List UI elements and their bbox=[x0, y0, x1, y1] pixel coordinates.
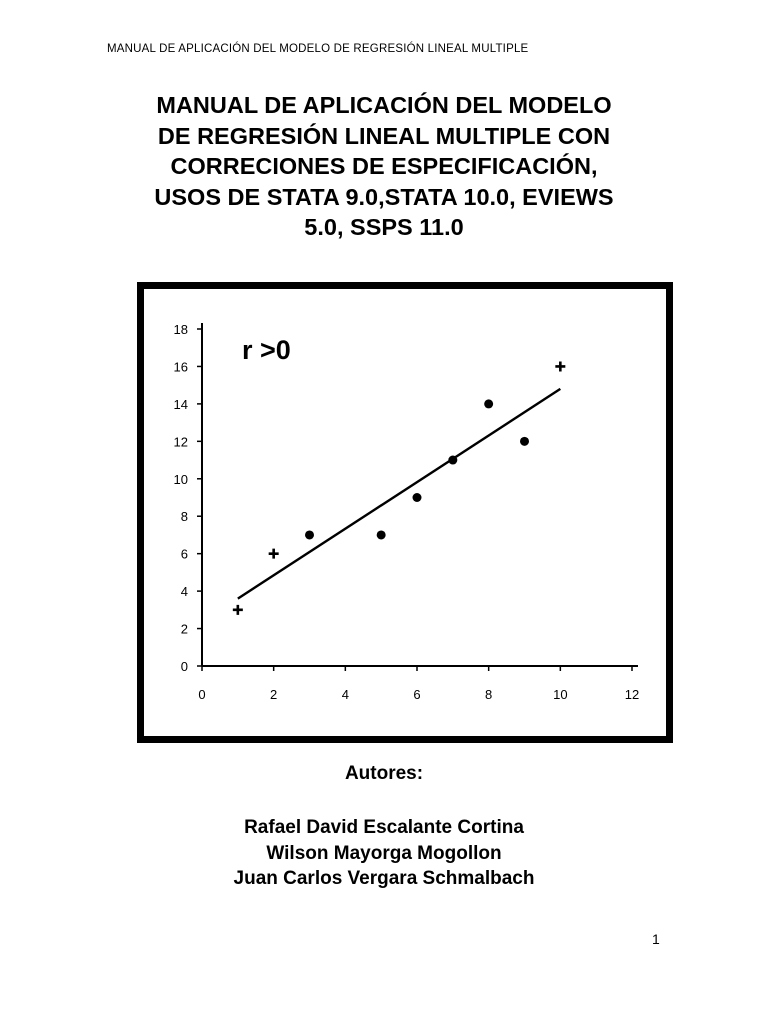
author-name: Rafael David Escalante Cortina bbox=[244, 817, 524, 838]
page-number: 1 bbox=[652, 931, 660, 947]
document-title: MANUAL DE APLICACIÓN DEL MODELO DE REGRE… bbox=[96, 90, 672, 243]
y-tick-label: 10 bbox=[174, 472, 188, 487]
data-point bbox=[520, 436, 529, 446]
scatter-chart: 0 2 4 6 8 10 12 14 16 18 0 2 4 6 8 10 12 r >0 bbox=[174, 322, 640, 702]
y-tick-label: 14 bbox=[174, 397, 188, 412]
x-tick-label: 12 bbox=[625, 687, 639, 702]
x-tick-label: 8 bbox=[485, 687, 492, 702]
scatter-figure: 0 2 4 6 8 10 12 14 16 18 0 2 4 6 8 10 12 r >0 bbox=[137, 282, 673, 743]
authors-list: Rafael David Escalante Cortina Wilson Ma… bbox=[0, 815, 768, 892]
y-tick-label: 0 bbox=[181, 659, 188, 674]
title-line: CORRECIONES DE ESPECIFICACIÓN, bbox=[170, 153, 598, 179]
data-point-cross bbox=[268, 548, 279, 559]
x-tick-label: 6 bbox=[413, 687, 420, 702]
author-name: Wilson Mayorga Mogollon bbox=[266, 842, 502, 864]
title-line: 5.0, SSPS 11.0 bbox=[304, 214, 464, 240]
y-tick-label: 8 bbox=[181, 509, 188, 524]
y-tick-label: 4 bbox=[181, 584, 188, 599]
y-tick-label: 18 bbox=[174, 322, 188, 337]
data-point bbox=[376, 530, 386, 540]
y-tick-label: 16 bbox=[174, 359, 188, 374]
y-tick-label: 6 bbox=[181, 547, 188, 562]
y-tick-label: 12 bbox=[174, 434, 188, 449]
title-line: USOS DE STATA 9.0,STATA 10.0, EVIEWS bbox=[154, 183, 614, 210]
data-point bbox=[305, 530, 314, 540]
title-line: DE REGRESIÓN LINEAL MULTIPLE CON bbox=[157, 122, 611, 149]
y-tick-label: 2 bbox=[181, 622, 188, 637]
author-name: Juan Carlos Vergara Schmalbach bbox=[233, 868, 535, 889]
authors-heading: Autores: bbox=[344, 763, 424, 784]
x-tick-label: 4 bbox=[342, 687, 349, 702]
data-point bbox=[448, 455, 458, 465]
x-tick-label: 0 bbox=[198, 687, 205, 702]
data-point-cross bbox=[232, 604, 243, 615]
x-tick-label: 2 bbox=[270, 687, 277, 702]
data-point bbox=[484, 399, 494, 409]
data-point bbox=[412, 493, 422, 502]
trend-line bbox=[237, 387, 561, 600]
x-tick-label: 10 bbox=[553, 687, 567, 702]
chart-annotation: r >0 bbox=[242, 335, 291, 365]
data-point-cross bbox=[555, 361, 566, 372]
title-line: MANUAL DE APLICACIÓN DEL MODELO bbox=[156, 92, 612, 118]
running-header: MANUAL DE APLICACIÓN DEL MODELO DE REGRE… bbox=[107, 43, 529, 55]
